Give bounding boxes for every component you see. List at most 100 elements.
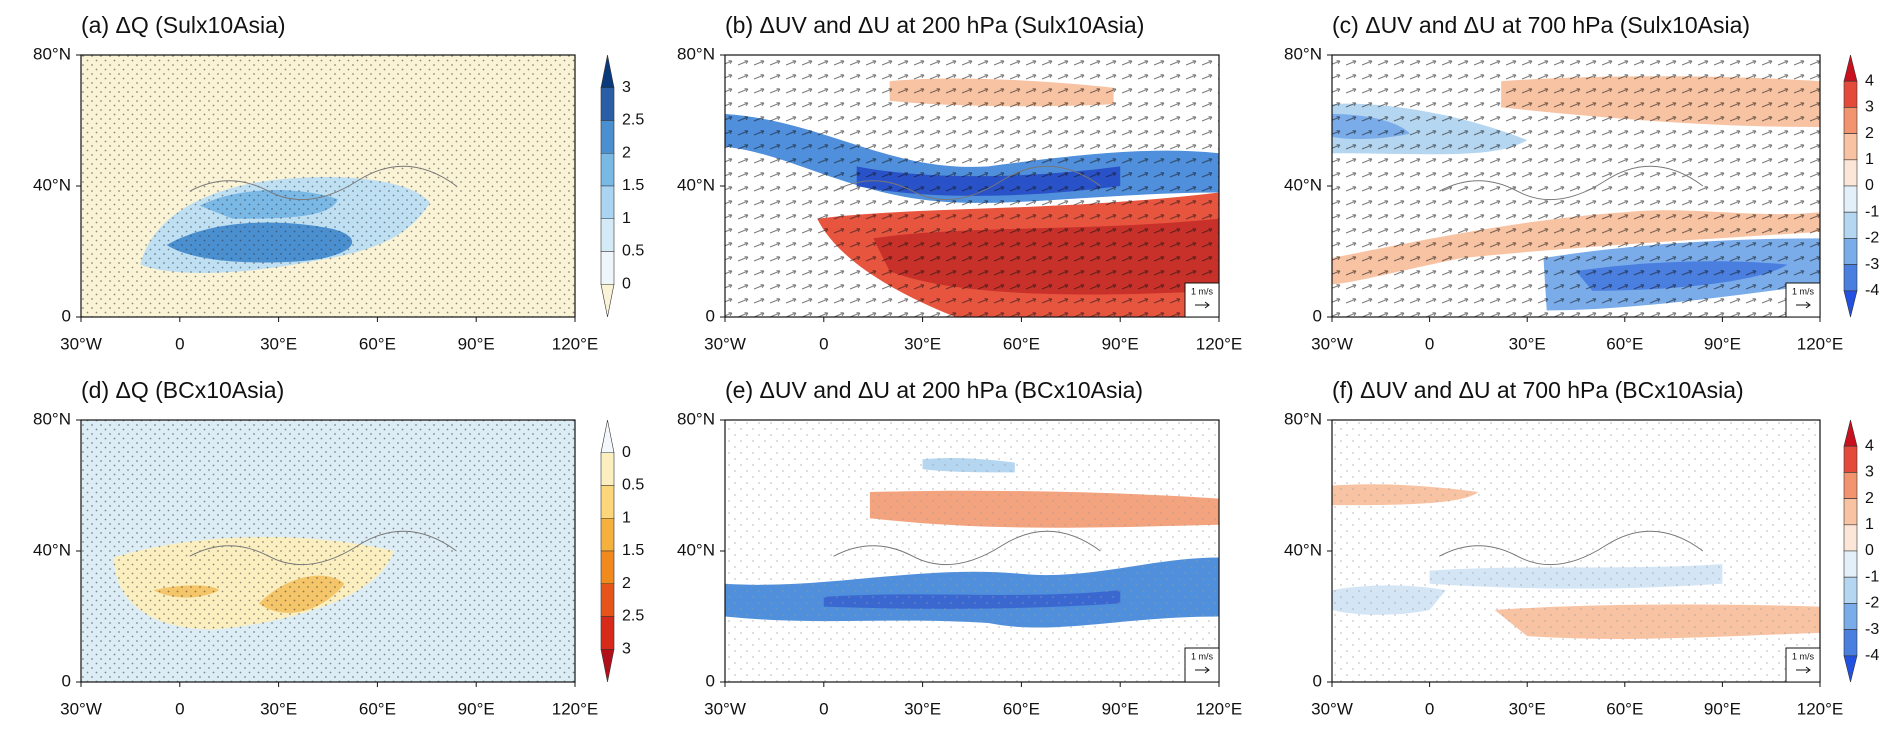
map-panel: (d) ΔQ (BCx10Asia) 30°W 0 30°E 60°E 90°E 120°E… xyxy=(33,377,644,718)
colorbar-segment xyxy=(1843,159,1858,187)
colorbar-label: 2.5 xyxy=(622,608,644,625)
colorbar-segment xyxy=(1843,629,1858,657)
vector-scale-arrow xyxy=(1195,666,1210,674)
panel-title: (b) ΔUV and ΔU at 200 hPa (Sulx10Asia) xyxy=(725,12,1144,38)
colorbar-segment xyxy=(600,419,615,454)
x-tick-label: 90°E xyxy=(1102,334,1139,353)
overlay xyxy=(725,420,1219,682)
colorbar-label: 1 xyxy=(622,210,631,227)
overlay xyxy=(1332,55,1820,317)
colorbar-segment xyxy=(600,452,615,486)
colorbar-segment xyxy=(1843,290,1858,318)
vector-scale-arrow xyxy=(1195,301,1210,309)
colorbar-label: 2 xyxy=(1865,125,1874,142)
colorbar-label: 3 xyxy=(1865,99,1874,116)
colorbar-label: 0.5 xyxy=(622,477,644,494)
colorbar-label: -3 xyxy=(1865,256,1879,273)
x-tick-label: 120°E xyxy=(552,334,599,353)
y-tick-label: 0 xyxy=(1313,306,1322,325)
y-tick-label: 40°N xyxy=(1284,175,1322,194)
x-tick-label: 60°E xyxy=(359,699,396,718)
colorbar-segment xyxy=(600,550,615,585)
colorbar-label: 1.5 xyxy=(622,542,644,559)
colorbar-segment xyxy=(1843,576,1858,604)
colorbar-label: 2 xyxy=(622,575,631,592)
x-tick-label: 30°E xyxy=(260,699,297,718)
overlay xyxy=(725,55,1219,317)
x-tick-label: 90°E xyxy=(458,334,495,353)
x-tick-label: 0 xyxy=(175,699,184,718)
x-tick-label: 30°W xyxy=(1311,699,1353,718)
x-tick-label: 30°E xyxy=(260,334,297,353)
y-tick-label: 0 xyxy=(706,306,715,325)
colorbar-segment xyxy=(600,54,615,89)
y-tick-label: 0 xyxy=(62,306,71,325)
y-tick-label: 80°N xyxy=(33,44,71,63)
coastline xyxy=(189,165,457,201)
colorbar-segment xyxy=(600,251,615,285)
map-panel: (e) ΔUV and ΔU at 200 hPa (BCx10Asia) 30°… xyxy=(677,377,1242,718)
x-tick-label: 30°W xyxy=(1311,334,1353,353)
coastline xyxy=(1439,530,1704,566)
coastline xyxy=(189,530,457,566)
colorbar-label: 3 xyxy=(622,79,631,96)
colorbar-segment xyxy=(1843,524,1858,552)
y-tick-label: 40°N xyxy=(677,540,715,559)
x-tick-label: 120°E xyxy=(1196,699,1243,718)
x-tick-label: 90°E xyxy=(458,699,495,718)
colorbar-segment xyxy=(1843,445,1858,473)
colorbar-label: -4 xyxy=(1865,647,1879,664)
x-tick-label: 60°E xyxy=(359,334,396,353)
x-tick-label: 0 xyxy=(1425,699,1434,718)
overlay xyxy=(81,55,575,317)
colorbar-label: -3 xyxy=(1865,621,1879,638)
x-tick-label: 0 xyxy=(819,334,828,353)
colorbar-segment xyxy=(600,648,615,683)
colorbar-label: 0 xyxy=(1865,177,1874,194)
colorbar-label: 3 xyxy=(1865,464,1874,481)
x-tick-label: 30°E xyxy=(1509,334,1546,353)
colorbar-segment xyxy=(600,218,615,252)
colorbar-label: -1 xyxy=(1865,203,1879,220)
colorbar-segment xyxy=(1843,419,1858,447)
map-panel: (a) ΔQ (Sulx10Asia) 30°W 0 30°E 60°E 90°E 120°… xyxy=(33,12,644,353)
y-tick-label: 0 xyxy=(706,671,715,690)
y-tick-label: 80°N xyxy=(677,44,715,63)
colorbar-label: 2 xyxy=(622,144,631,161)
colorbar-segment xyxy=(1843,54,1858,82)
x-tick-label: 90°E xyxy=(1704,334,1741,353)
colorbar-label: 1.5 xyxy=(622,177,644,194)
vector-scale-box xyxy=(1785,647,1821,683)
vector-scale-box xyxy=(1785,282,1821,318)
x-tick-label: 0 xyxy=(819,699,828,718)
colorbar-label: -2 xyxy=(1865,595,1879,612)
x-tick-label: 30°W xyxy=(704,334,746,353)
colorbar-label: 2 xyxy=(1865,490,1874,507)
colorbar-segment xyxy=(1843,655,1858,683)
x-tick-label: 30°W xyxy=(704,699,746,718)
vector-scale-label: 1 m/s xyxy=(1191,651,1214,661)
vector-scale-arrow xyxy=(1796,666,1811,674)
x-tick-label: 0 xyxy=(175,334,184,353)
colorbar-label: 1 xyxy=(1865,151,1874,168)
colorbar-segment xyxy=(1843,550,1858,578)
y-tick-label: 80°N xyxy=(33,409,71,428)
x-tick-label: 30°W xyxy=(60,699,102,718)
x-tick-label: 90°E xyxy=(1704,699,1741,718)
colorbar-segment xyxy=(1843,264,1858,292)
x-tick-label: 120°E xyxy=(552,699,599,718)
y-tick-label: 80°N xyxy=(1284,409,1322,428)
coastline xyxy=(1439,165,1704,201)
colorbar-segment xyxy=(1843,107,1858,134)
x-tick-label: 30°W xyxy=(60,334,102,353)
colorbar-segment xyxy=(1843,238,1858,265)
overlay xyxy=(1332,420,1820,682)
map-panel: (c) ΔUV and ΔU at 700 hPa (Sulx10Asia)30… xyxy=(1284,12,1879,353)
x-tick-label: 60°E xyxy=(1003,334,1040,353)
x-tick-label: 120°E xyxy=(1797,334,1844,353)
panel-title: (f) ΔUV and ΔU at 700 hPa (BCx10Asia) xyxy=(1332,377,1744,403)
colorbar-label: 1 xyxy=(622,509,631,526)
colorbar-segment xyxy=(1843,472,1858,499)
colorbar-segment xyxy=(600,485,615,519)
colorbar-segment xyxy=(1843,211,1858,239)
